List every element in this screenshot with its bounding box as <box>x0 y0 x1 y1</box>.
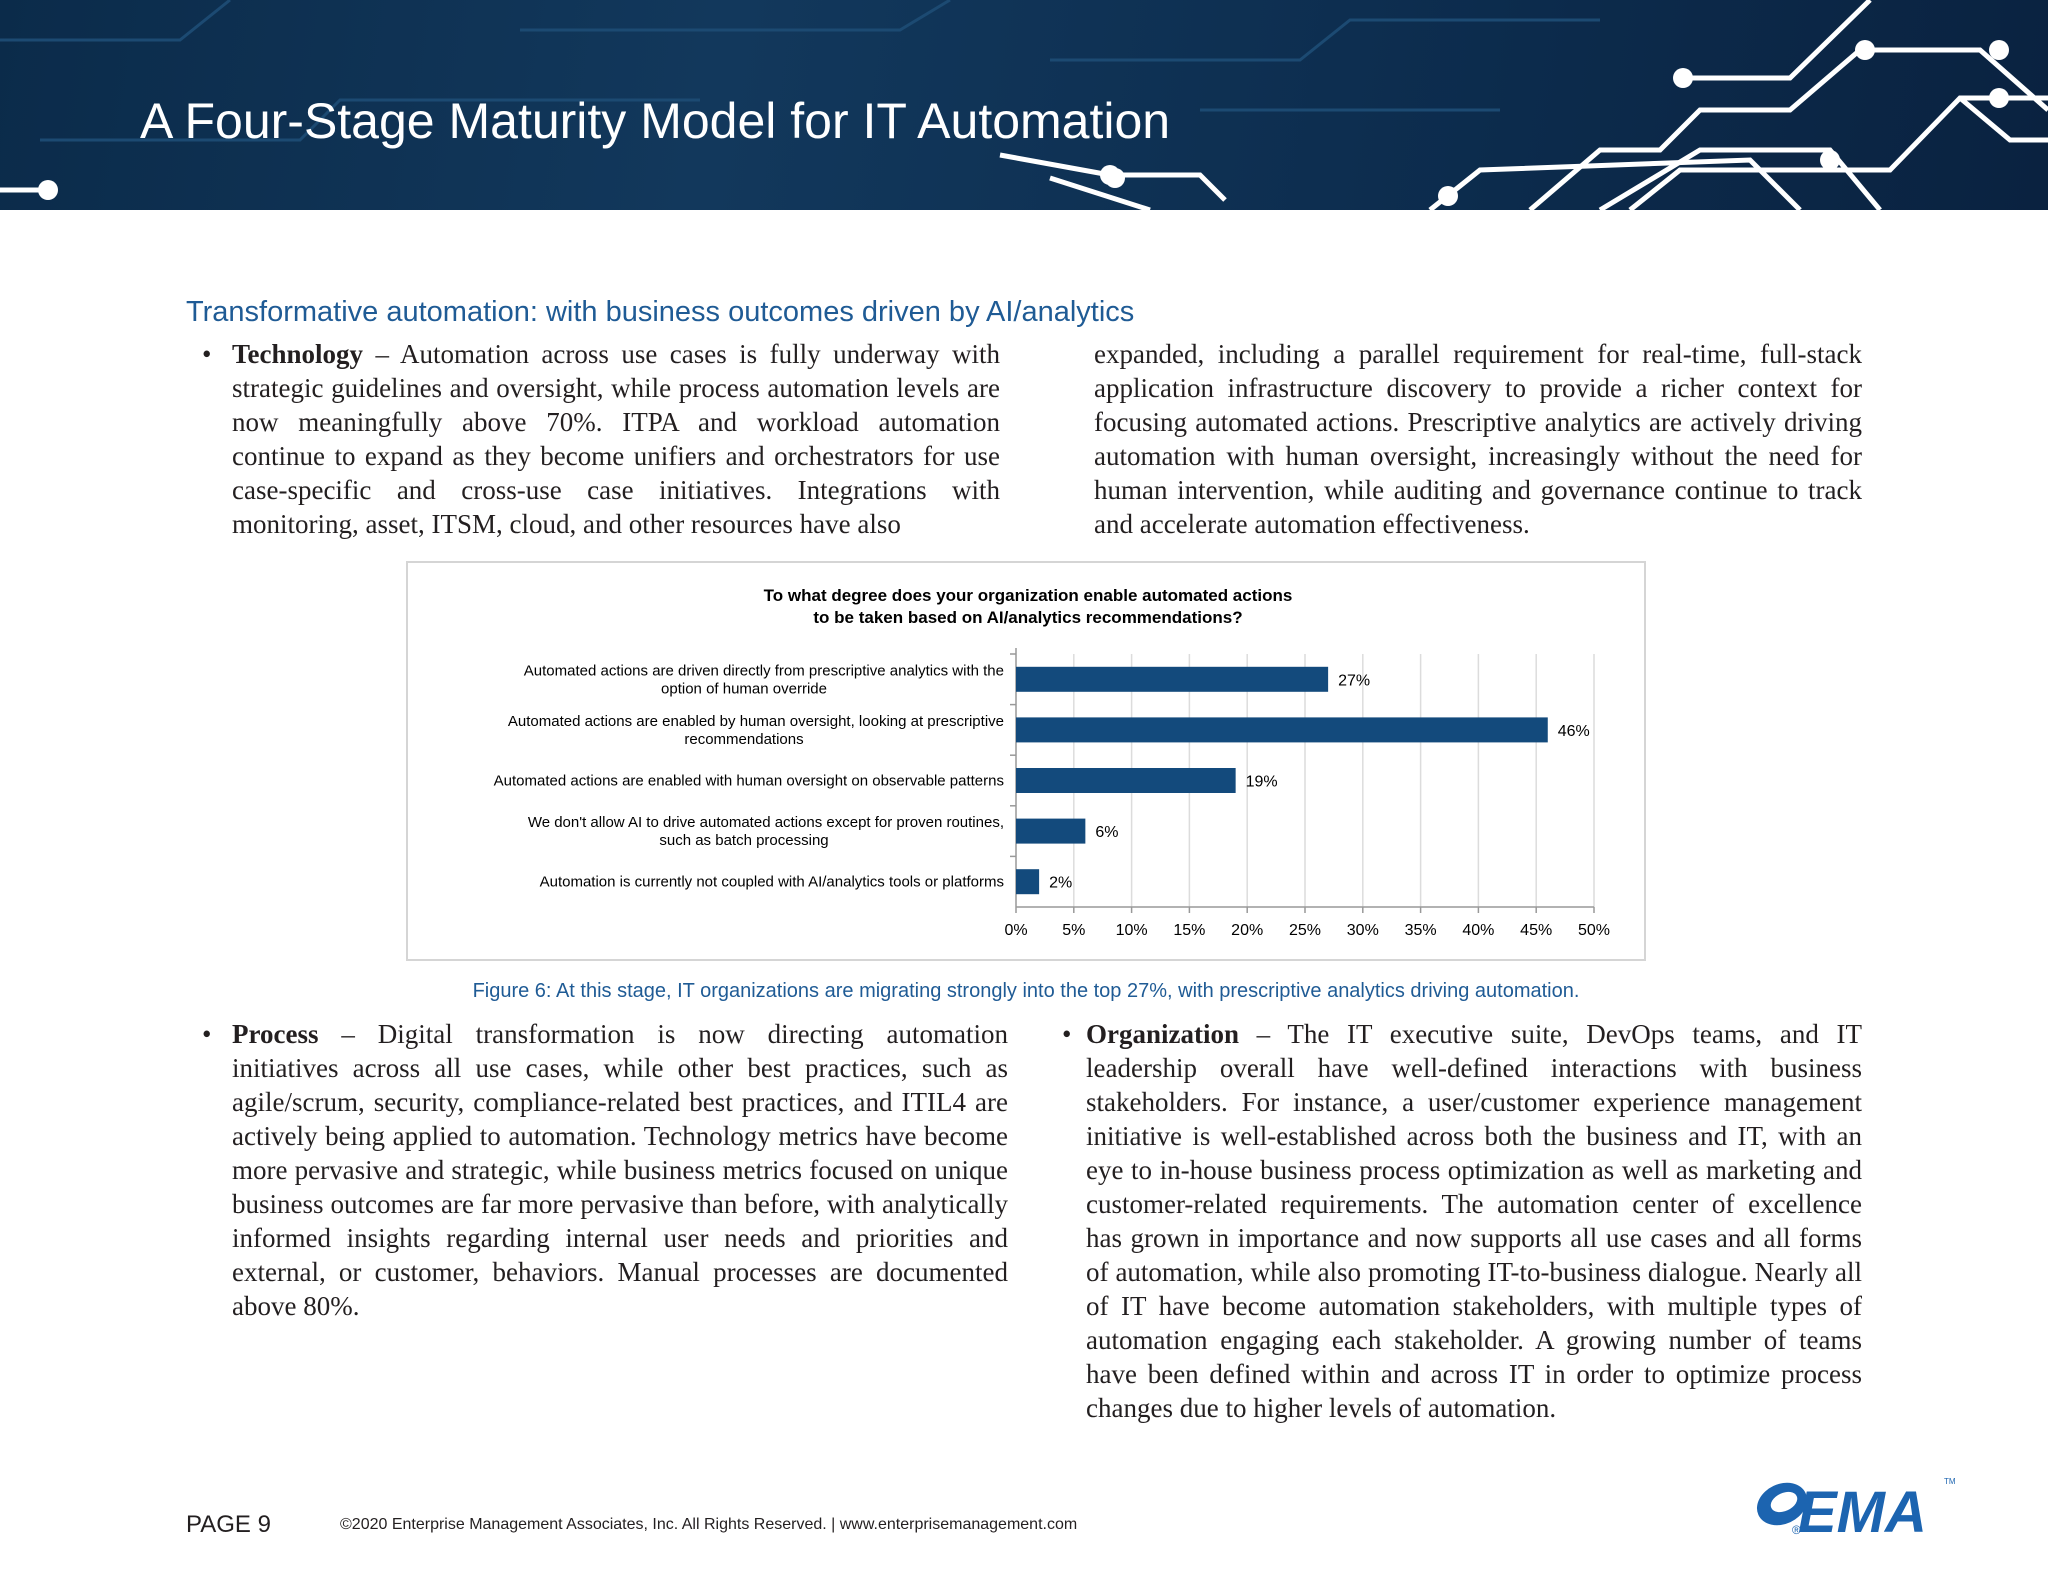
page-title: A Four-Stage Maturity Model for IT Autom… <box>140 93 1171 149</box>
logo-trademark: TM <box>1944 1477 1956 1486</box>
x-tick-label: 0% <box>1004 922 1027 939</box>
bullet-technology: • <box>202 339 212 369</box>
x-tick-label: 25% <box>1289 922 1321 939</box>
bar <box>1016 666 1329 692</box>
section-heading: Transformative automation: with business… <box>186 296 1135 328</box>
x-tick-label: 40% <box>1462 922 1494 939</box>
logo-registered-mark: ® <box>1792 1523 1801 1537</box>
technology-text: – Automation across use cases is fully u… <box>232 339 1000 539</box>
bar-data-label: 6% <box>1095 824 1118 841</box>
copyright-text: ©2020 Enterprise Management Associates, … <box>340 1516 1078 1533</box>
process-label: Process <box>232 1019 319 1049</box>
x-tick-label: 20% <box>1231 922 1263 939</box>
page-number: PAGE 9 <box>186 1511 271 1538</box>
organization-text: – The IT executive suite, DevOps teams, … <box>1086 1019 1862 1423</box>
ema-logo: EMA ® TM <box>1756 1477 1956 1538</box>
x-tick-label: 45% <box>1520 922 1552 939</box>
bar-chart: To what degree does your organization en… <box>406 561 1646 961</box>
organization-paragraph: Organization – The IT executive suite, D… <box>1086 1017 1862 1425</box>
category-label: such as batch processing <box>659 832 828 849</box>
technology-label: Technology <box>232 339 364 369</box>
logo-text: EMA <box>1798 1480 1927 1538</box>
category-label: option of human override <box>661 680 827 697</box>
x-tick-label: 10% <box>1116 922 1148 939</box>
chart-title-line: To what degree does your organization en… <box>764 586 1293 605</box>
x-tick-label: 5% <box>1062 922 1085 939</box>
circuit-decoration <box>0 0 2048 210</box>
chart-title-line: to be taken based on AI/analytics recomm… <box>813 608 1242 627</box>
bar <box>1016 818 1086 844</box>
bar-data-label: 27% <box>1338 672 1370 689</box>
bullet-process: • <box>202 1019 212 1049</box>
bar-data-label: 2% <box>1049 875 1072 892</box>
category-label: recommendations <box>684 731 803 748</box>
bar <box>1016 717 1548 743</box>
bar-data-label: 46% <box>1558 723 1590 740</box>
bar <box>1016 869 1040 895</box>
category-label: Automated actions are enabled by human o… <box>508 713 1004 730</box>
category-label: Automated actions are driven directly fr… <box>524 662 1004 679</box>
bar <box>1016 768 1236 793</box>
x-tick-label: 30% <box>1347 922 1379 939</box>
bar-chart-svg: To what degree does your organization en… <box>494 586 1610 939</box>
x-tick-label: 35% <box>1405 922 1437 939</box>
organization-label: Organization <box>1086 1019 1239 1049</box>
technology-continuation: expanded, including a parallel requireme… <box>1094 339 1862 539</box>
bar-data-label: 19% <box>1246 774 1278 791</box>
x-tick-label: 15% <box>1173 922 1205 939</box>
x-tick-label: 50% <box>1578 922 1610 939</box>
figure-caption: Figure 6: At this stage, IT organization… <box>472 980 1580 1002</box>
category-label: Automated actions are enabled with human… <box>494 773 1004 790</box>
header-banner: A Four-Stage Maturity Model for IT Autom… <box>0 0 2048 210</box>
category-label: Automation is currently not coupled with… <box>540 874 1004 891</box>
bullet-organization: • <box>1062 1019 1072 1049</box>
category-label: We don't allow AI to drive automated act… <box>528 814 1004 831</box>
process-paragraph: Process – Digital transformation is now … <box>232 1017 1008 1323</box>
process-text: – Digital transformation is now directin… <box>232 1019 1008 1321</box>
technology-paragraph: Technology – Automation across use cases… <box>232 337 1000 541</box>
